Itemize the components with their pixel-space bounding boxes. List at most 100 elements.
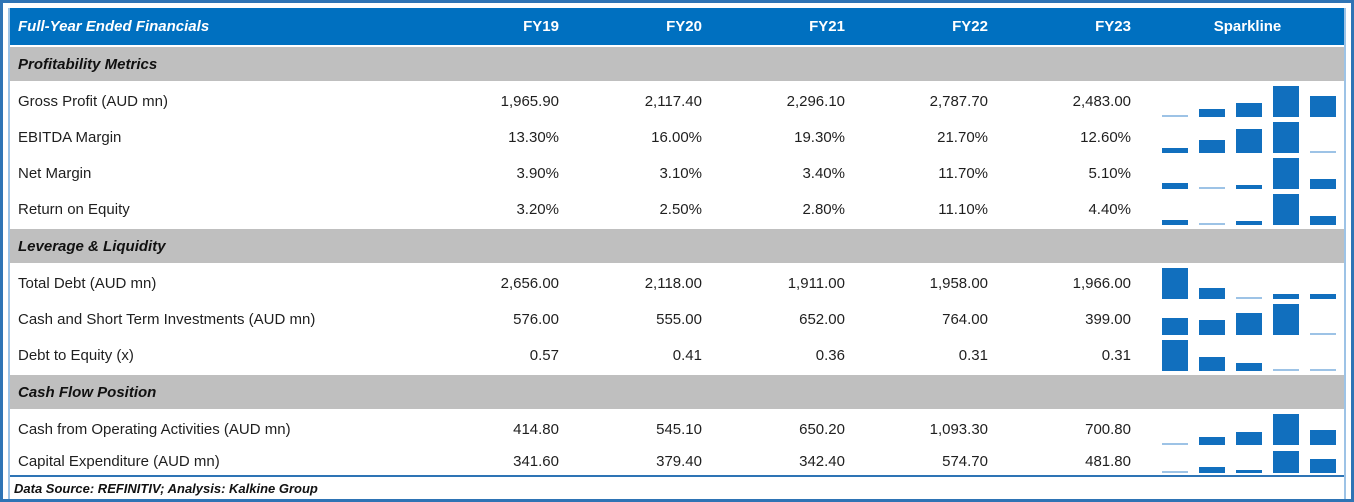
sparkline-bar	[1199, 288, 1225, 299]
table: Full-Year Ended Financials FY19 FY20 FY2…	[8, 8, 1346, 499]
cell-fy23: 5.10%	[1088, 164, 1131, 182]
cell-fy21: 2,296.10	[786, 92, 845, 110]
sparkline-bar	[1162, 220, 1188, 225]
cell-fy21: 1,911.00	[787, 274, 845, 292]
sparkline-bar	[1310, 459, 1336, 473]
sparkline-bar	[1273, 158, 1299, 189]
sparkline-bar	[1236, 363, 1262, 371]
cell-fy21: 650.20	[799, 420, 845, 438]
cell-fy22: 11.10%	[938, 200, 988, 218]
sparkline-bar	[1273, 304, 1299, 335]
sparkline-bar	[1310, 216, 1336, 225]
cell-fy19: 341.60	[513, 452, 559, 470]
sparkline-bar	[1273, 294, 1299, 299]
table-row: Cash from Operating Activities (AUD mn) 4…	[10, 411, 1344, 447]
cell-fy19: 13.30%	[508, 128, 559, 146]
cell-fy22: 574.70	[942, 452, 988, 470]
table-footer-row: Data Source: REFINITIV; Analysis: Kalkin…	[10, 477, 1344, 499]
sparkline-bar	[1162, 318, 1188, 335]
section-title: Cash Flow Position	[18, 383, 157, 401]
cell-fy20: 545.10	[656, 420, 702, 438]
sparkline-bar	[1162, 268, 1188, 299]
row-label: Return on Equity	[18, 200, 130, 218]
sparkline-bar	[1199, 437, 1225, 445]
cell-fy22: 2,787.70	[929, 92, 988, 110]
table-row: Cash and Short Term Investments (AUD mn)…	[10, 301, 1344, 337]
cell-fy22: 1,958.00	[929, 274, 988, 292]
cell-fy19: 1,965.90	[500, 92, 559, 110]
sparkline-bar	[1273, 86, 1299, 117]
cell-fy19: 2,656.00	[500, 274, 559, 292]
sparkline-bar	[1310, 294, 1336, 299]
row-label: EBITDA Margin	[18, 128, 122, 146]
sparkline-bar	[1310, 179, 1336, 189]
cell-fy21: 19.30%	[794, 128, 845, 146]
sparkline-bar	[1162, 115, 1188, 117]
cell-fy23: 12.60%	[1080, 128, 1131, 146]
sparkline-bar	[1310, 369, 1336, 371]
column-header-fy21: FY21	[809, 18, 845, 35]
cell-fy23: 399.00	[1085, 310, 1131, 328]
cell-fy19: 3.20%	[516, 200, 559, 218]
column-header-fy20: FY20	[666, 18, 702, 35]
sparkline-bar	[1199, 187, 1225, 189]
section-title: Profitability Metrics	[18, 55, 158, 73]
sparkline-bar	[1310, 96, 1336, 117]
sparkline-bar	[1199, 109, 1225, 117]
cell-fy22: 21.70%	[937, 128, 988, 146]
sparkline-bar	[1310, 333, 1336, 335]
sparkline-bar	[1310, 430, 1336, 445]
sparkline	[1151, 155, 1344, 191]
sparkline-bar	[1236, 432, 1262, 445]
sparkline-bar	[1162, 148, 1188, 153]
cell-fy20: 2.50%	[659, 200, 702, 218]
sparkline-bar	[1310, 151, 1336, 153]
sparkline-bar	[1273, 122, 1299, 153]
sparkline-bar	[1236, 297, 1262, 299]
cell-fy23: 1,966.00	[1072, 274, 1131, 292]
table-row: Capital Expenditure (AUD mn) 341.60 379.40…	[10, 447, 1344, 475]
row-label: Cash and Short Term Investments (AUD mn)	[18, 310, 316, 328]
column-header-sparkline: Sparkline	[1213, 18, 1282, 35]
cell-fy20: 0.41	[672, 346, 702, 364]
row-label: Total Debt (AUD mn)	[18, 274, 157, 292]
cell-fy20: 2,117.40	[644, 92, 702, 110]
sparkline-bar	[1162, 183, 1188, 189]
cell-fy21: 342.40	[799, 452, 845, 470]
table-row: EBITDA Margin 13.30% 16.00% 19.30% 21.70% 12.…	[10, 119, 1344, 155]
cell-fy21: 652.00	[799, 310, 845, 328]
row-label: Debt to Equity (x)	[18, 346, 134, 364]
column-header-fy22: FY22	[952, 18, 988, 35]
cell-fy20: 2,118.00	[644, 274, 702, 292]
section-header: Cash Flow Position	[10, 375, 1344, 409]
row-label: Gross Profit (AUD mn)	[18, 92, 169, 110]
cell-fy22: 1,093.30	[929, 420, 988, 438]
table-row: Total Debt (AUD mn) 2,656.00 2,118.00 1,911…	[10, 265, 1344, 301]
sparkline-bar	[1273, 414, 1299, 445]
sparkline-bar	[1236, 103, 1262, 117]
sparkline	[1151, 447, 1344, 475]
sparkline-bar	[1236, 221, 1262, 225]
table-row: Net Margin 3.90% 3.10% 3.40% 11.70% 5.10%	[10, 155, 1344, 191]
cell-fy23: 2,483.00	[1072, 92, 1131, 110]
sparkline-bar	[1236, 470, 1262, 473]
sparkline	[1151, 265, 1344, 301]
sparkline	[1151, 83, 1344, 119]
sparkline-bar	[1199, 467, 1225, 473]
data-source-note: Data Source: REFINITIV; Analysis: Kalkin…	[14, 481, 318, 496]
cell-fy20: 379.40	[656, 452, 702, 470]
cell-fy19: 414.80	[513, 420, 559, 438]
sparkline-bar	[1236, 129, 1262, 153]
sparkline	[1151, 411, 1344, 447]
row-label: Net Margin	[18, 164, 92, 182]
row-label: Capital Expenditure (AUD mn)	[18, 452, 220, 470]
cell-fy21: 0.36	[815, 346, 845, 364]
cell-fy23: 4.40%	[1088, 200, 1131, 218]
sparkline	[1151, 301, 1344, 337]
cell-fy19: 576.00	[513, 310, 559, 328]
sparkline-bar	[1199, 357, 1225, 371]
sparkline-bar	[1236, 185, 1262, 189]
cell-fy19: 0.57	[529, 346, 559, 364]
sparkline	[1151, 337, 1344, 373]
